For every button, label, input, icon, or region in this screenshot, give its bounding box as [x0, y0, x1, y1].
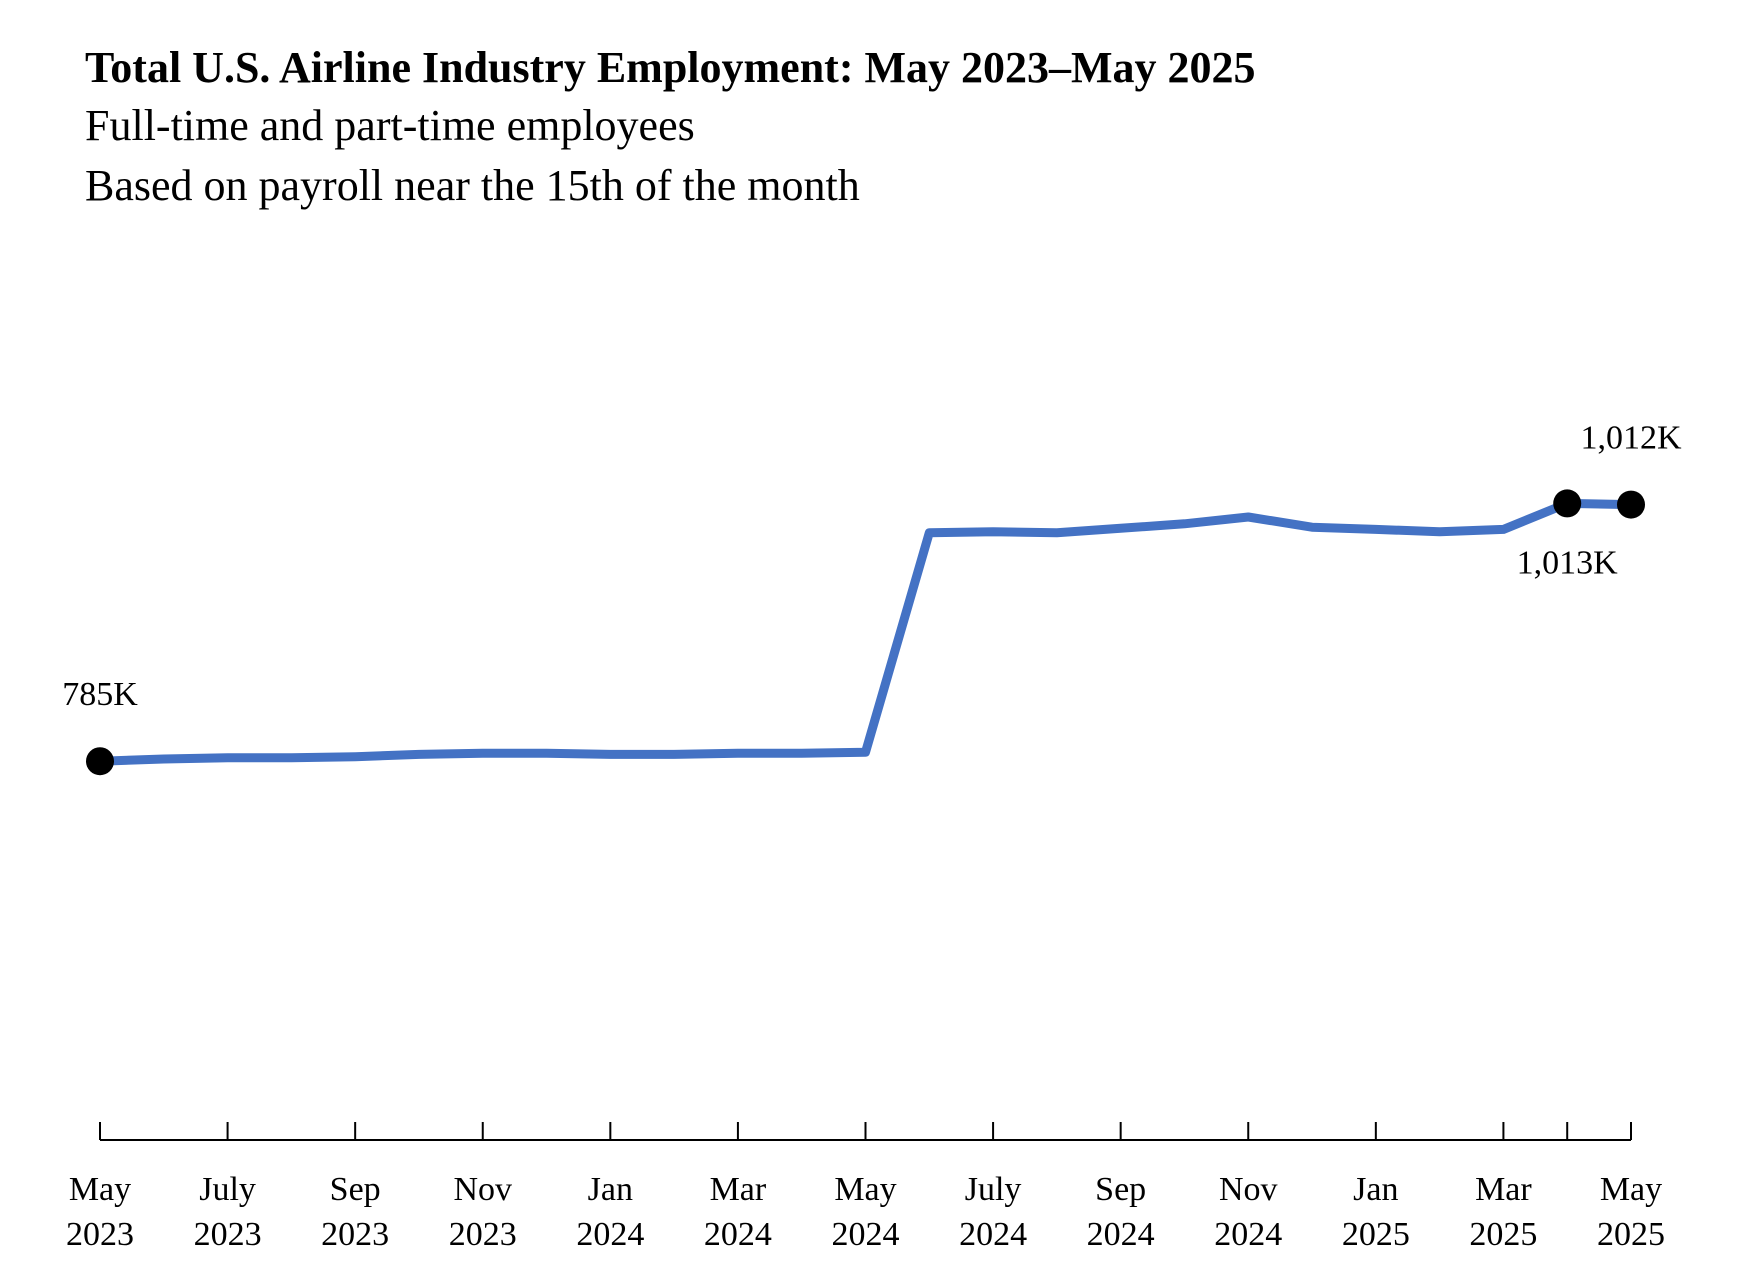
- point-markers: [86, 489, 1645, 776]
- x-tick-label-year: 2025: [1469, 1216, 1537, 1253]
- x-tick-label-month: July: [199, 1171, 256, 1208]
- x-tick-label-month: Jan: [1353, 1171, 1398, 1208]
- data-point-marker: [1617, 490, 1645, 519]
- x-tick-label-month: Sep: [330, 1171, 381, 1208]
- chart-title: Total U.S. Airline Industry Employment: …: [85, 43, 1256, 92]
- x-tick-label-year: 2024: [1214, 1216, 1282, 1253]
- x-tick-label-month: Nov: [453, 1171, 512, 1208]
- x-tick-label-year: 2023: [66, 1216, 134, 1253]
- x-tick-label-month: July: [965, 1171, 1022, 1208]
- x-tick-label-month: May: [1600, 1171, 1662, 1208]
- x-tick-label-month: May: [834, 1171, 896, 1208]
- x-tick-label-year: 2023: [194, 1216, 262, 1253]
- chart-subtitle-payroll: Based on payroll near the 15th of the mo…: [85, 161, 860, 210]
- x-tick-label-month: Mar: [710, 1171, 767, 1208]
- x-tick-label-month: Nov: [1219, 1171, 1278, 1208]
- x-tick-label-year: 2025: [1597, 1216, 1665, 1253]
- x-tick-label-year: 2024: [1087, 1216, 1155, 1253]
- data-point-marker: [86, 747, 114, 776]
- x-tick-label-year: 2024: [832, 1216, 900, 1253]
- x-tick-label-year: 2024: [576, 1216, 644, 1253]
- chart-header: Total U.S. Airline Industry Employment: …: [85, 40, 1256, 216]
- data-label: 1,013K: [1517, 544, 1619, 581]
- x-tick-label-year: 2025: [1342, 1216, 1410, 1253]
- data-label: 1,012K: [1580, 420, 1682, 457]
- x-tick-label-year: 2023: [449, 1216, 517, 1253]
- chart-subtitle-employees: Full-time and part-time employees: [85, 101, 695, 150]
- x-axis: May 2023 July 2023 Sep 2023 Nov 2023 Jan 2024 Mar 2…: [66, 1122, 1665, 1253]
- x-tick-label-month: Mar: [1475, 1171, 1532, 1208]
- x-tick-label-year: 2024: [704, 1216, 772, 1253]
- data-labels: 785K 1,013K 1,012K: [62, 420, 1682, 714]
- x-tick-label-month: Jan: [588, 1171, 633, 1208]
- series-layer: [95, 498, 1636, 766]
- data-point-marker: [1553, 489, 1582, 518]
- x-tick-label-month: Sep: [1095, 1171, 1146, 1208]
- x-tick-label-year: 2024: [959, 1216, 1027, 1253]
- data-label: 785K: [62, 676, 138, 713]
- x-tick-label-year: 2023: [321, 1216, 389, 1253]
- x-tick-label-month: May: [69, 1171, 131, 1208]
- series-line: [95, 498, 1636, 766]
